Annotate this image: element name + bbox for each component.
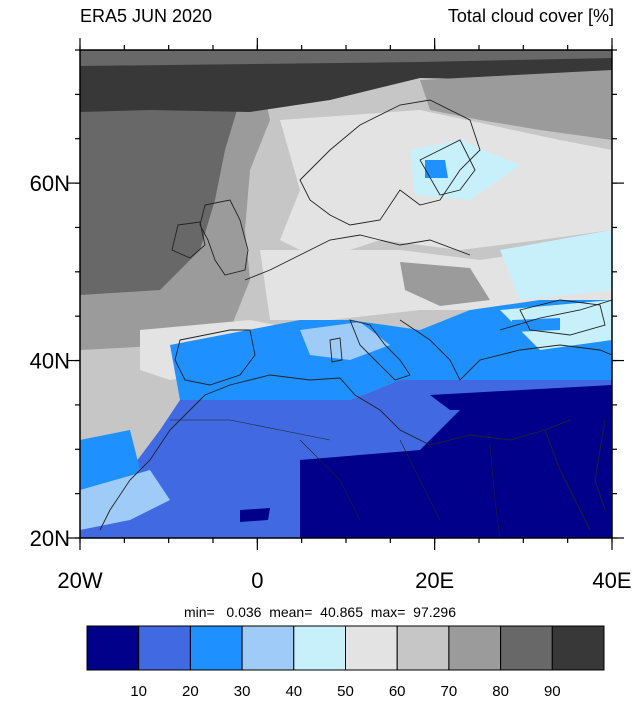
summary-stats: min= 0.036 mean= 40.865 max= 97.296	[183, 604, 456, 620]
x-tick-label: 20W	[57, 568, 102, 593]
cloud-field	[80, 50, 612, 538]
map-title-right: Total cloud cover [%]	[447, 6, 614, 26]
colorbar-label: 80	[492, 683, 509, 700]
x-tick-label: 20E	[415, 568, 454, 593]
map-title-left: ERA5 JUN 2020	[80, 6, 213, 26]
y-tick-label: 40N	[30, 349, 70, 374]
colorbar: 10 20 30 40 50 60 70 80 90	[86, 625, 605, 700]
colorbar-swatch	[189, 625, 243, 671]
colorbar-label: 60	[389, 683, 406, 700]
colorbar-swatch	[86, 625, 140, 671]
map-tick-labels: 20W 0 20E 40E 20N 40N 60N	[30, 171, 632, 593]
colorbar-label: 50	[337, 683, 354, 700]
map-ticks	[68, 38, 624, 550]
colorbar-label: 90	[544, 683, 561, 700]
colorbar-swatch	[293, 625, 346, 671]
x-tick-label: 40E	[592, 568, 631, 593]
colorbar-label: 20	[182, 683, 199, 700]
colorbar-label: 10	[130, 683, 147, 700]
colorbar-swatch	[551, 625, 605, 671]
colorbar-label: 30	[234, 683, 251, 700]
colorbar-swatch	[500, 625, 553, 671]
colorbar-swatch	[138, 625, 191, 671]
y-tick-label: 60N	[30, 171, 70, 196]
x-tick-label: 0	[251, 568, 263, 593]
colorbar-label: 40	[285, 683, 302, 700]
colorbar-label: 70	[441, 683, 458, 700]
coastlines	[99, 99, 612, 538]
colorbar-swatch	[345, 625, 398, 671]
y-tick-label: 20N	[30, 526, 70, 551]
colorbar-swatch	[241, 625, 295, 671]
colorbar-swatch	[396, 625, 450, 671]
colorbar-swatch	[448, 625, 502, 671]
